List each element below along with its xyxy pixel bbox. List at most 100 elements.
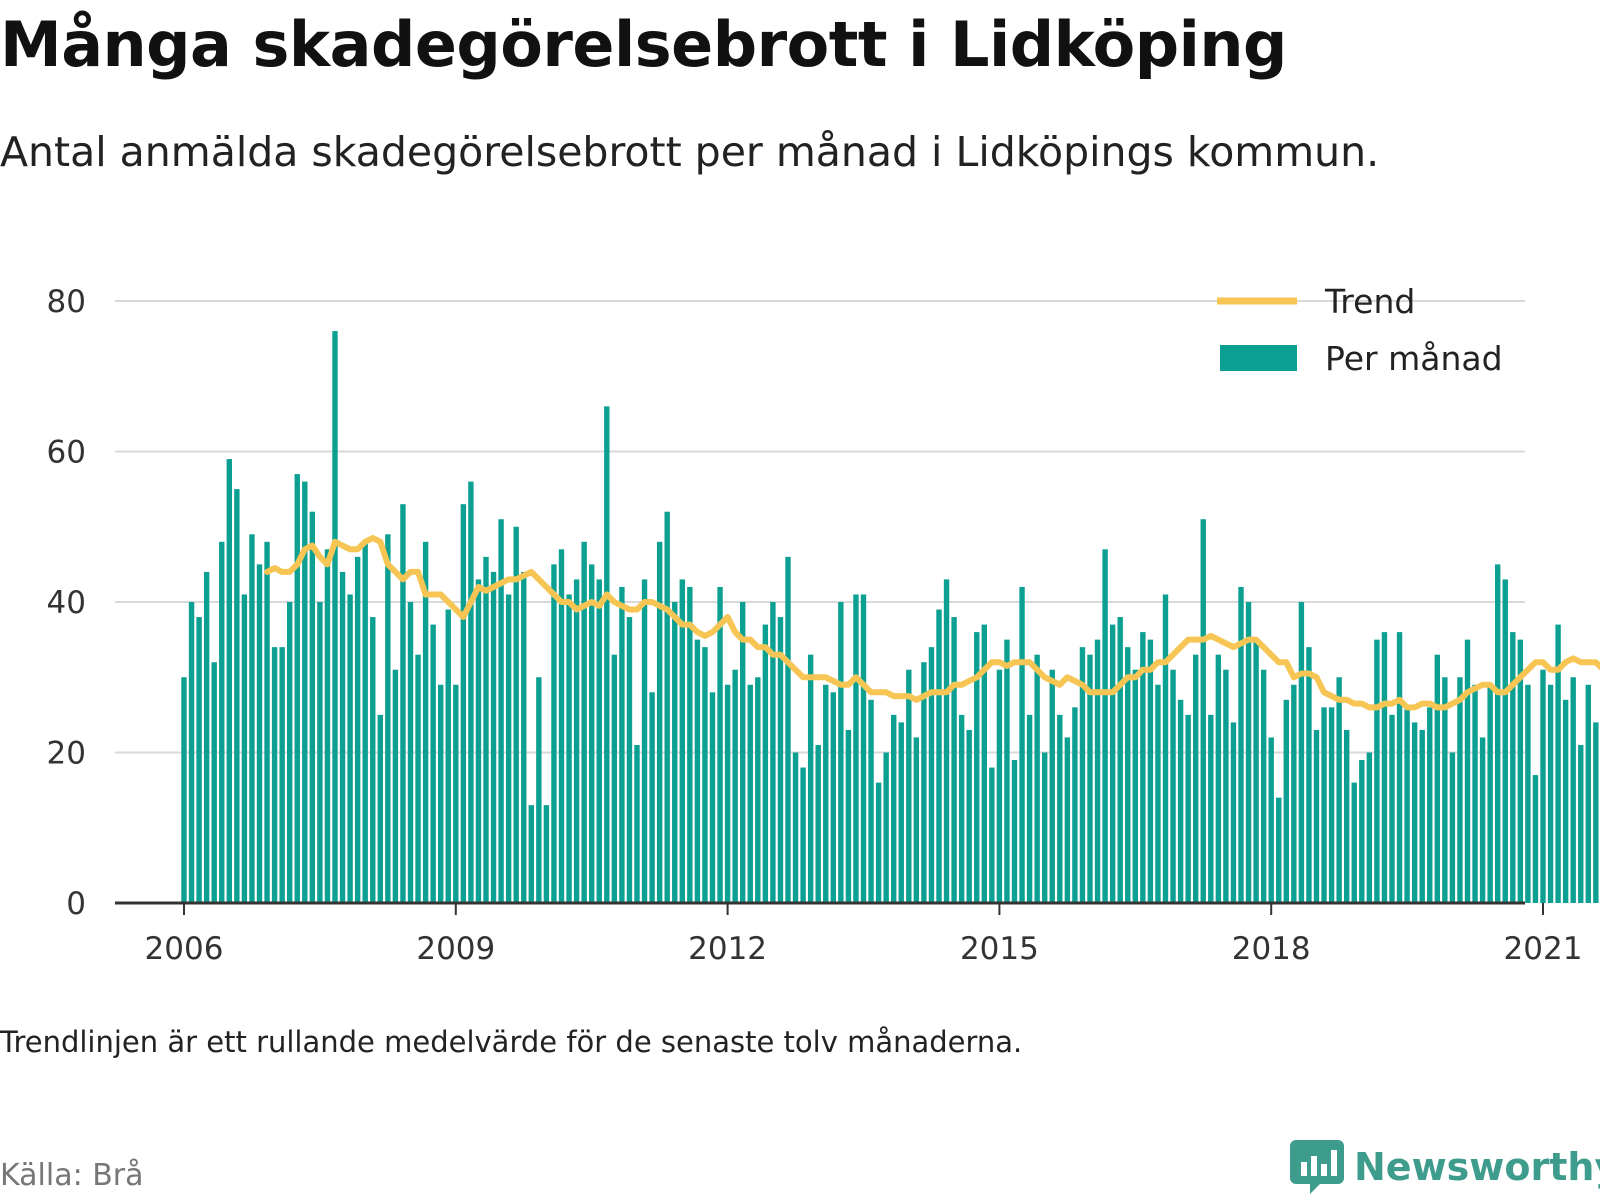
bar <box>928 647 935 903</box>
trend-series <box>264 535 1600 711</box>
bar <box>1336 677 1342 903</box>
bar <box>543 805 550 903</box>
bar <box>747 684 753 903</box>
bar <box>370 617 376 903</box>
bar <box>1457 677 1463 903</box>
bar <box>362 541 368 903</box>
bar <box>287 602 293 903</box>
bar <box>664 511 670 903</box>
bar <box>1570 677 1576 903</box>
bar <box>702 647 708 903</box>
bar <box>317 602 323 903</box>
newsworthy-logo[interactable]: Newsworthy <box>1290 1138 1600 1196</box>
bar <box>181 677 187 903</box>
bar <box>1147 639 1154 903</box>
bar <box>1366 752 1373 903</box>
bar <box>974 632 980 903</box>
bar <box>1442 677 1448 903</box>
bar <box>966 729 972 903</box>
bar <box>724 684 731 903</box>
bar <box>611 654 618 903</box>
bar <box>1374 639 1380 903</box>
bar <box>951 617 957 903</box>
bar <box>891 714 897 903</box>
bar-series-per-manad <box>181 331 1599 904</box>
bar <box>1321 707 1327 903</box>
bar <box>415 654 421 903</box>
bar <box>641 579 648 903</box>
bar <box>1479 737 1486 903</box>
y-tick-label-40: 40 <box>47 585 86 621</box>
newsworthy-logo-text: Newsworthy <box>1354 1145 1600 1189</box>
bar <box>1011 760 1018 903</box>
bar <box>1162 594 1169 903</box>
bar <box>604 406 610 903</box>
bar <box>332 331 338 904</box>
bar <box>770 602 776 903</box>
bar <box>1404 707 1410 903</box>
bar <box>830 692 836 903</box>
bar <box>1155 684 1161 903</box>
bar <box>513 526 519 903</box>
bar <box>475 579 482 903</box>
bar <box>188 602 195 903</box>
y-tick-label-60: 60 <box>47 435 86 471</box>
bar <box>709 692 716 903</box>
bar <box>1344 729 1350 903</box>
bar <box>800 767 806 903</box>
bar <box>1578 744 1584 903</box>
bar <box>898 722 904 903</box>
bar <box>1487 684 1493 903</box>
x-tick-label-2006: 2006 <box>145 931 224 967</box>
bar <box>324 549 331 903</box>
bar <box>1306 647 1312 903</box>
bar <box>1208 714 1214 903</box>
bar <box>226 459 232 903</box>
bar <box>785 556 791 903</box>
bar <box>490 571 497 903</box>
bar <box>1223 669 1229 903</box>
bar <box>422 541 429 903</box>
bar <box>309 511 316 903</box>
bar <box>860 594 867 903</box>
bar <box>256 564 263 903</box>
x-tick-label-2015: 2015 <box>960 931 1039 967</box>
bar <box>958 714 965 903</box>
bar <box>1547 684 1554 903</box>
bar <box>1177 699 1184 903</box>
bar <box>1427 707 1433 903</box>
bar <box>981 624 987 903</box>
newsworthy-logo-icon <box>1290 1140 1344 1194</box>
bar <box>1140 632 1146 903</box>
bar <box>755 677 761 903</box>
x-axis: 2006200920122015201820212023 <box>115 901 1582 967</box>
bar <box>589 564 595 903</box>
bar <box>294 474 300 903</box>
legend-bars-label: Per månad <box>1325 339 1503 378</box>
bar <box>1555 624 1561 903</box>
chart-title: Många skadegörelsebrott i Lidköping <box>0 8 1287 81</box>
bar <box>1389 714 1395 903</box>
bar <box>619 586 625 903</box>
bar <box>1532 775 1539 903</box>
bar <box>1359 760 1365 903</box>
bar <box>1253 639 1259 903</box>
bar <box>430 624 436 903</box>
bar <box>1328 707 1335 903</box>
footnote: Trendlinjen är ett rullande medelvärde f… <box>0 1025 1023 1059</box>
bar <box>679 579 685 903</box>
y-tick-label-80: 80 <box>47 284 86 320</box>
bar <box>1072 707 1078 903</box>
y-tick-label-20: 20 <box>47 736 86 772</box>
bar <box>1004 639 1010 903</box>
bar <box>1026 714 1033 903</box>
bar <box>438 684 444 903</box>
bar <box>672 602 678 903</box>
bar <box>302 481 308 903</box>
bar <box>1109 624 1116 903</box>
bar <box>1585 684 1591 903</box>
bar <box>626 617 633 903</box>
bar <box>634 744 640 903</box>
bar <box>596 579 602 903</box>
